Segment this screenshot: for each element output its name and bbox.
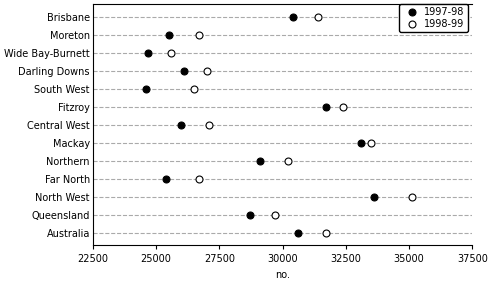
X-axis label: no.: no. <box>275 270 290 280</box>
Legend: 1997-98, 1998-99: 1997-98, 1998-99 <box>399 4 467 32</box>
